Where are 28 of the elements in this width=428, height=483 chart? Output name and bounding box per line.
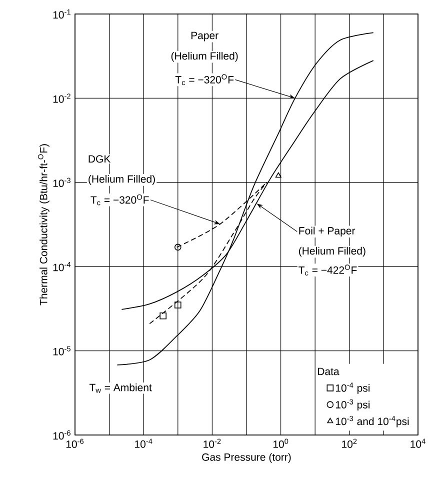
x-tick-label: 10$^{-4}$ <box>135 438 152 448</box>
y-tick-label: 10$^{-6}$ <box>53 430 70 440</box>
legend-title: Data <box>318 368 340 376</box>
y-tick-label: 10$^{-2}$ <box>53 94 70 103</box>
annotation: DGK <box>88 155 111 163</box>
annotation: Foil + Paper <box>299 226 356 237</box>
annotation: T$_{c}$ = −320$^{O}$F <box>90 194 149 206</box>
x-tick-label: 10$^{0}$ <box>273 438 288 448</box>
annotation: (Helium Filled) <box>171 52 238 62</box>
annotation: T$_{c}$ = −320$^{O}$F <box>175 74 234 86</box>
x-tick-label: 10$^{2}$ <box>342 438 357 448</box>
annotation: Paper <box>191 32 218 42</box>
legend-label: 10$^{-3}$ and 10$^{-4}$psi <box>336 416 409 428</box>
y-tick-label: 10$^{-3}$ <box>53 178 70 188</box>
y-tick-label: 10$^{-1}$ <box>53 9 70 19</box>
x-axis-title: Gas Pressure (torr) <box>202 453 291 463</box>
y-axis-title: Thermal Conductivity (Btu/hr-ft-$^{O}$F) <box>38 144 50 306</box>
x-tick-label: 10$^{-2}$ <box>204 438 221 448</box>
x-tick-label: 10$^{-6}$ <box>66 438 84 448</box>
annotation: T$_{w}$ = Ambient <box>89 384 152 393</box>
annotation: (Helium Filled) <box>299 246 366 257</box>
y-tick-label: 10$^{-5}$ <box>53 346 70 356</box>
annotation: T$_{c}$ = −422$^{O}$F <box>298 264 357 276</box>
x-tick-label: 10$^{4}$ <box>410 438 426 448</box>
legend-label: 10$^{-3}$ psi <box>336 399 370 411</box>
legend-label: 10$^{-4}$ psi <box>336 382 370 394</box>
annotation: (Helium Filled) <box>88 175 155 185</box>
y-tick-label: 10$^{-4}$ <box>53 262 71 272</box>
